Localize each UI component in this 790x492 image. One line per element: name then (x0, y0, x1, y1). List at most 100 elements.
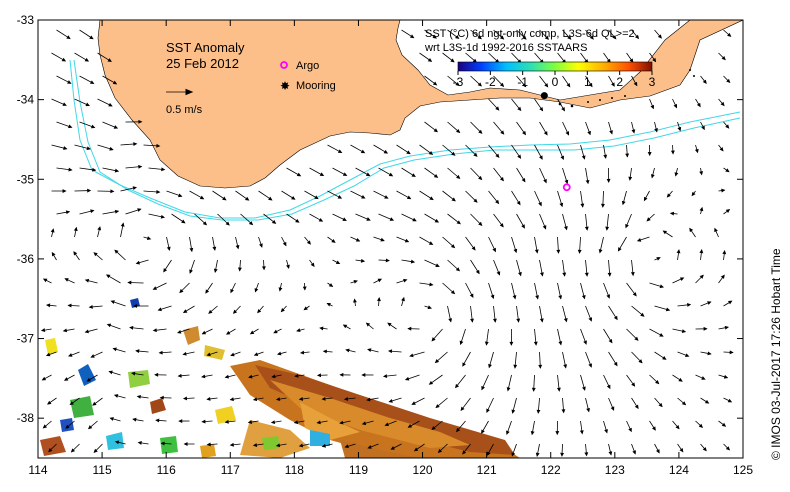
current-vector-head (643, 196, 648, 202)
current-vector-head (182, 351, 187, 356)
current-vector-head (673, 103, 678, 109)
current-vector-head (610, 406, 615, 411)
current-vector-head (495, 153, 500, 158)
current-vector-head (462, 362, 466, 367)
current-vector-head (410, 259, 416, 264)
current-vector-head (588, 82, 593, 88)
current-vector-head (477, 35, 482, 40)
current-vector-head (64, 278, 69, 282)
current-vector-head (612, 35, 617, 40)
current-vector-head (669, 211, 675, 216)
current-vector-head (67, 303, 72, 308)
current-vector-head (469, 293, 474, 298)
current-vector-head (630, 272, 635, 277)
current-vector-head (407, 326, 412, 331)
current-vector-head (113, 125, 119, 129)
current-vector-head (114, 168, 120, 173)
current-vector-head (506, 430, 510, 435)
current-vector-head (73, 226, 78, 232)
current-vector-head (361, 421, 367, 426)
current-vector-head (68, 167, 73, 172)
current-vector-head (177, 329, 182, 334)
current-vector-head (681, 329, 687, 334)
current-vector-head (579, 430, 584, 435)
current-vector-head (68, 353, 73, 357)
current-vector-head (647, 152, 652, 157)
current-vector-head (490, 294, 495, 300)
current-vector-head (163, 268, 168, 273)
current-vector-head (138, 119, 143, 124)
current-vector-head (42, 278, 48, 283)
current-vector-head (93, 252, 98, 257)
current-vector-head (567, 35, 572, 40)
current-vector-head (65, 210, 71, 215)
current-vector-head (160, 214, 166, 219)
current-vector-head (725, 124, 730, 129)
current-vector-head (535, 452, 540, 457)
current-vector-head (342, 324, 348, 329)
current-vector-head (387, 349, 393, 354)
current-vector-head (106, 323, 112, 328)
current-vector-head (113, 394, 119, 398)
current-vector-head (679, 448, 684, 453)
x-tick-label: 125 (733, 463, 753, 477)
plot-frame (37, 19, 744, 459)
current-vector-head (157, 307, 162, 312)
current-vector-head (555, 431, 560, 436)
current-vector-head (237, 267, 242, 272)
current-vector-head (588, 317, 593, 322)
current-vector-head (299, 350, 305, 355)
current-vector-head (66, 35, 71, 40)
current-vector-head (286, 264, 290, 270)
current-vector-head (714, 227, 718, 233)
current-vector-head (131, 371, 136, 376)
current-vector-head (136, 394, 141, 399)
current-vector-head (382, 374, 388, 378)
current-vector-head (92, 401, 97, 406)
current-vector-head (84, 278, 90, 283)
current-vector-head (429, 282, 434, 287)
current-vector-head (608, 338, 613, 344)
current-vector-head (432, 34, 437, 39)
current-vector-head (108, 370, 113, 375)
current-vector-head (455, 81, 460, 87)
current-vector-head (361, 194, 366, 199)
current-vector-head (473, 152, 478, 157)
mooring-legend-icon: ✸ (280, 79, 290, 93)
current-vector-head (448, 318, 453, 323)
current-vector-head (247, 420, 253, 424)
current-vector-head (634, 404, 639, 410)
current-vector-head (563, 364, 568, 369)
current-vector-head (538, 201, 542, 207)
current-vector-head (726, 78, 731, 84)
current-vector-head (152, 286, 158, 290)
current-vector-head (85, 102, 90, 107)
current-vector-head (565, 131, 570, 136)
current-vector-head (658, 402, 663, 408)
current-vector-head (202, 221, 208, 226)
current-vector-head (492, 318, 497, 323)
current-vector-head (605, 226, 610, 231)
current-vector-head (294, 373, 299, 378)
current-vector-head (230, 288, 234, 294)
current-vector-head (558, 295, 563, 300)
product-description-line2: wrt L3S-1d 1992-2016 SSTAARS (424, 42, 587, 54)
current-vector-head (486, 408, 490, 413)
current-vector-head (470, 318, 474, 323)
current-vector-head (723, 374, 729, 379)
current-vector-head (635, 34, 640, 40)
current-vector-head (166, 246, 171, 251)
current-vector-head (152, 328, 157, 333)
current-vector-head (252, 397, 258, 402)
current-vector-head (183, 442, 188, 446)
current-vector-head (208, 309, 213, 314)
current-vector-head (455, 427, 461, 433)
current-vector-head (478, 221, 483, 227)
current-vector-head (478, 175, 483, 181)
current-vector-head (522, 82, 527, 88)
bathymetry-contours (69, 59, 741, 221)
current-vector-head (73, 251, 78, 256)
current-vector-head (657, 34, 662, 39)
current-vector-head (521, 224, 525, 229)
current-vector-head (559, 202, 564, 208)
